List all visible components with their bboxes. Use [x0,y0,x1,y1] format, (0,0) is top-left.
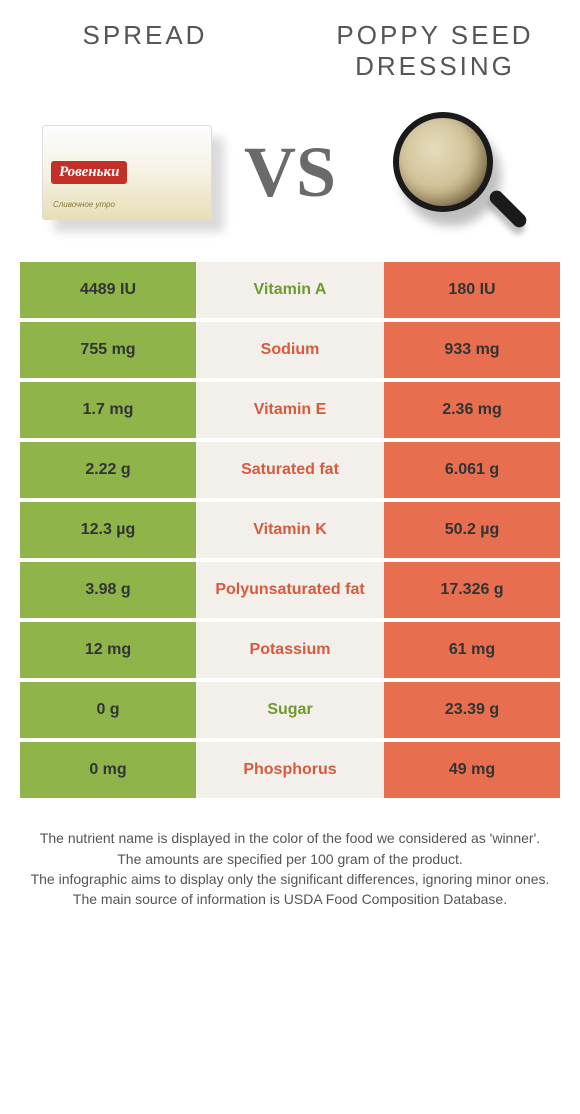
nutrient-name-cell: Vitamin A [196,262,384,318]
table-row: 2.22 gSaturated fat6.061 g [20,442,560,498]
footnote-line: The amounts are specified per 100 gram o… [30,849,550,869]
nutrient-name-cell: Sodium [196,322,384,378]
table-row: 0 gSugar23.39 g [20,682,560,738]
right-value-cell: 180 IU [384,262,560,318]
left-value-cell: 4489 IU [20,262,196,318]
spread-brand-label: Ровеньки [51,161,127,184]
images-row: Ровеньки Сливочное утро VS [0,92,580,262]
left-title: SPREAD [0,20,290,51]
table-row: 1.7 mgVitamin E2.36 mg [20,382,560,438]
right-title: POPPY SEED DRESSING [290,20,580,82]
left-value-cell: 12.3 µg [20,502,196,558]
bowl-handle-icon [487,188,529,230]
header-left: SPREAD [0,20,290,82]
bowl-icon [393,112,513,232]
nutrient-name-cell: Vitamin K [196,502,384,558]
right-image-wrap [346,112,560,232]
vs-label: VS [234,131,346,214]
right-value-cell: 50.2 µg [384,502,560,558]
spread-sub-label: Сливочное утро [53,200,115,209]
right-value-cell: 933 mg [384,322,560,378]
bowl-body-icon [393,112,493,212]
table-row: 0 mgPhosphorus49 mg [20,742,560,798]
footnotes: The nutrient name is displayed in the co… [30,828,550,909]
left-value-cell: 755 mg [20,322,196,378]
table-row: 4489 IUVitamin A180 IU [20,262,560,318]
right-value-cell: 61 mg [384,622,560,678]
left-value-cell: 2.22 g [20,442,196,498]
footnote-line: The main source of information is USDA F… [30,889,550,909]
header-right: POPPY SEED DRESSING [290,20,580,82]
footnote-line: The infographic aims to display only the… [30,869,550,889]
nutrient-name-cell: Polyunsaturated fat [196,562,384,618]
nutrient-name-cell: Potassium [196,622,384,678]
header: SPREAD POPPY SEED DRESSING [0,0,580,92]
left-value-cell: 12 mg [20,622,196,678]
table-row: 755 mgSodium933 mg [20,322,560,378]
right-value-cell: 6.061 g [384,442,560,498]
footnote-line: The nutrient name is displayed in the co… [30,828,550,848]
right-value-cell: 2.36 mg [384,382,560,438]
table-row: 12.3 µgVitamin K50.2 µg [20,502,560,558]
right-value-cell: 23.39 g [384,682,560,738]
comparison-table: 4489 IUVitamin A180 IU755 mgSodium933 mg… [20,262,560,798]
left-value-cell: 0 g [20,682,196,738]
right-value-cell: 49 mg [384,742,560,798]
table-row: 3.98 gPolyunsaturated fat17.326 g [20,562,560,618]
nutrient-name-cell: Vitamin E [196,382,384,438]
nutrient-name-cell: Sugar [196,682,384,738]
left-value-cell: 1.7 mg [20,382,196,438]
right-value-cell: 17.326 g [384,562,560,618]
spread-box-icon: Ровеньки Сливочное утро [42,125,212,220]
nutrient-name-cell: Phosphorus [196,742,384,798]
left-image-wrap: Ровеньки Сливочное утро [20,125,234,220]
nutrient-name-cell: Saturated fat [196,442,384,498]
left-value-cell: 3.98 g [20,562,196,618]
table-row: 12 mgPotassium61 mg [20,622,560,678]
left-value-cell: 0 mg [20,742,196,798]
